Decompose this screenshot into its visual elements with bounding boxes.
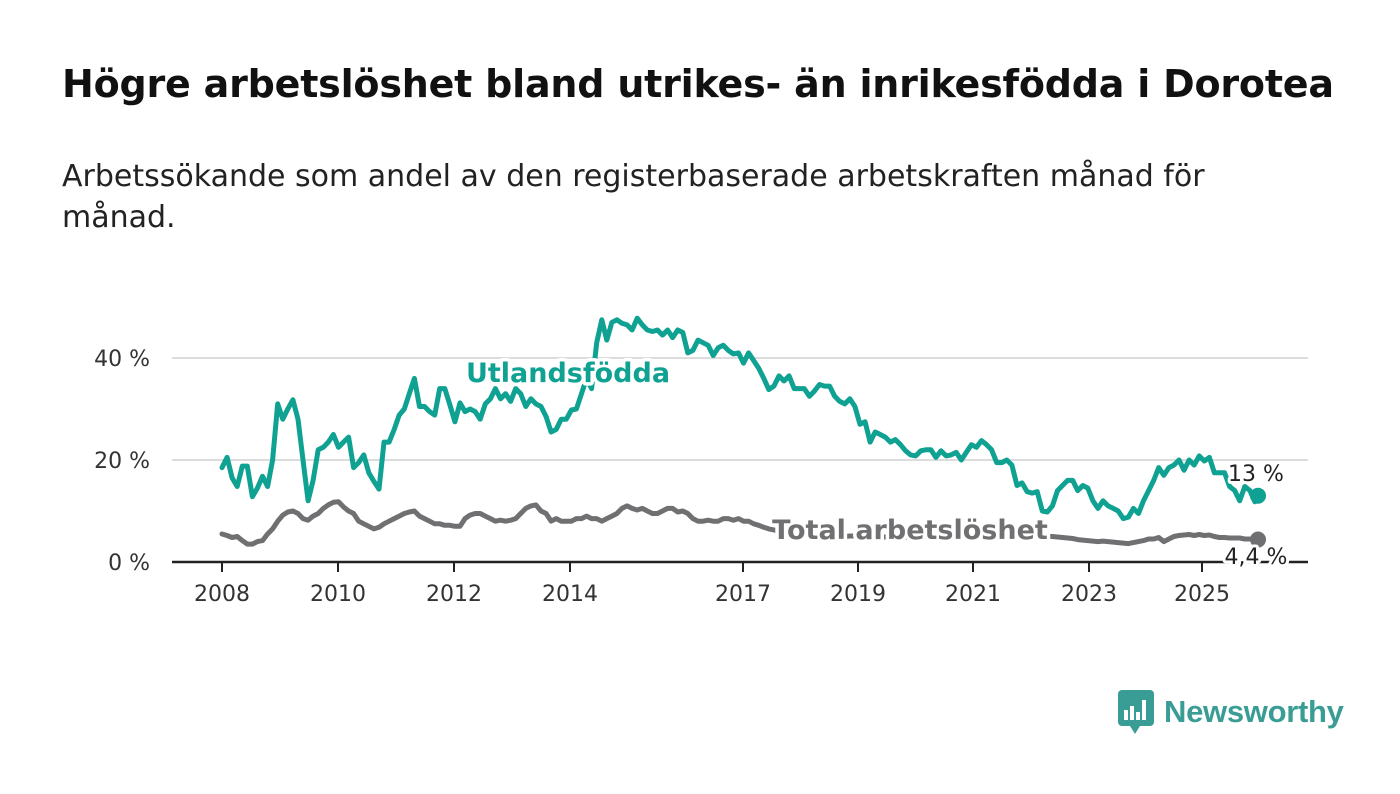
x-tick-label: 2023 [1061,582,1117,607]
chart-subtitle: Arbetssökande som andel av den registerb… [62,159,1205,235]
series-layer [219,315,1266,548]
x-tick-label: 2014 [542,582,598,607]
series-line-utlandsfodda [219,315,1263,522]
series-end-marker [1250,531,1266,548]
brand-name: Newsworthy [1164,694,1344,729]
y-tick-label: 40 % [94,347,150,372]
brand: Newsworthy [1118,690,1344,734]
x-axis: 2008 2010 2012 2014 2017 2019 2021 2023 2025 [172,560,1308,607]
x-tick-label: 2025 [1174,582,1230,607]
series-end-label: 13 % [1228,462,1284,487]
x-tick-label: 2010 [310,582,366,607]
y-tick-label: 20 % [94,449,150,474]
y-tick-label: 0 % [108,551,150,576]
series-end-label: 4,4 % [1225,545,1288,570]
x-tick-label: 2021 [945,582,1001,607]
series-line-total [219,499,1263,547]
chart-title: Högre arbetslöshet bland utrikes- än inr… [62,62,1334,106]
label-layer: 13 % 4,4 % Utlandsfödda Total arbetslöshet [462,355,1290,574]
series-label-utlandsfodda: Utlandsfödda [466,358,670,389]
x-tick-label: 2008 [194,582,250,607]
newsworthy-logo-icon [1118,690,1154,734]
series-end-marker [1250,487,1266,504]
x-tick-label: 2019 [830,582,886,607]
series-label-total: Total arbetslöshet [772,515,1048,546]
x-tick-label: 2012 [426,582,482,607]
x-tick-label: 2017 [715,582,771,607]
